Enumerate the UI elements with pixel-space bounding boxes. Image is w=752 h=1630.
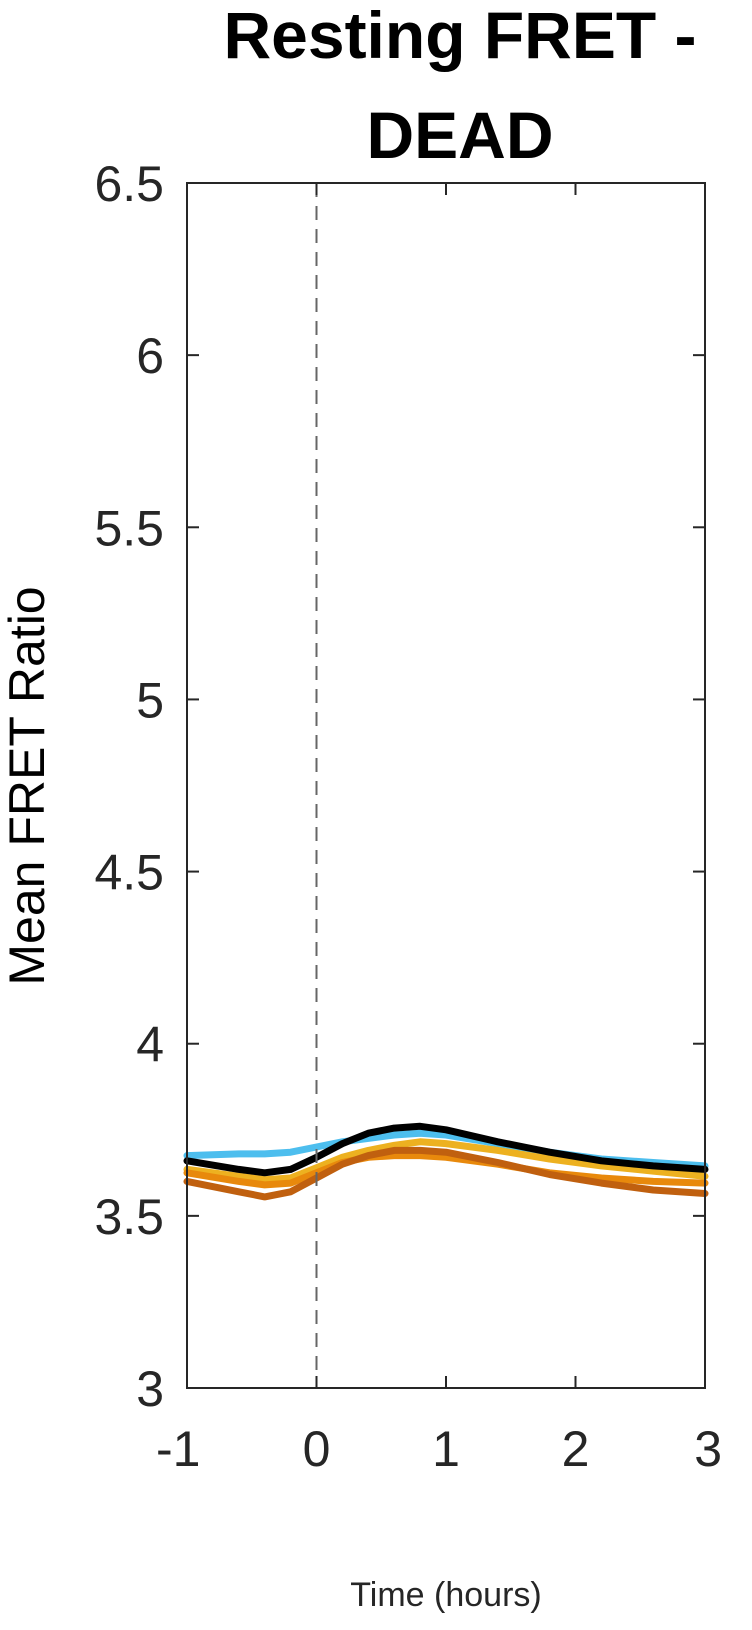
y-tick-label: 4.5 [94, 845, 164, 901]
series-line-4 [183, 1152, 709, 1189]
plot-area-frame [186, 182, 706, 1389]
y-tick-label: 5 [136, 672, 164, 728]
series-layer [183, 1122, 709, 1201]
y-axis-ticks: 3 3.5 4 4.5 5 5.5 6 6.5 [94, 156, 705, 1417]
y-tick-label: 4 [136, 1017, 164, 1073]
x-tick-label: 1 [432, 1421, 460, 1477]
y-tick-label: 3.5 [94, 1189, 164, 1245]
y-tick-label: 6 [136, 328, 164, 384]
x-tick-label: 0 [303, 1421, 331, 1477]
x-tick-label: -1 [156, 1421, 200, 1477]
series-line-5 [183, 1146, 709, 1201]
x-tick-label: 2 [562, 1421, 590, 1477]
chart-title-line-2: DEAD [366, 98, 553, 172]
y-tick-label: 5.5 [94, 500, 164, 556]
series-line-3 [183, 1138, 709, 1184]
y-axis-label: Mean FRET Ratio [0, 586, 55, 985]
x-axis-ticks: -1 0 1 2 3 [156, 183, 722, 1477]
y-tick-label: 6.5 [94, 156, 164, 212]
x-axis-label: Time (hours) [350, 1576, 541, 1614]
chart-title-line-1: Resting FRET - [224, 0, 697, 72]
y-tick-label: 3 [136, 1361, 164, 1417]
series-line-6 [183, 1122, 709, 1177]
x-tick-label: 3 [694, 1421, 722, 1477]
